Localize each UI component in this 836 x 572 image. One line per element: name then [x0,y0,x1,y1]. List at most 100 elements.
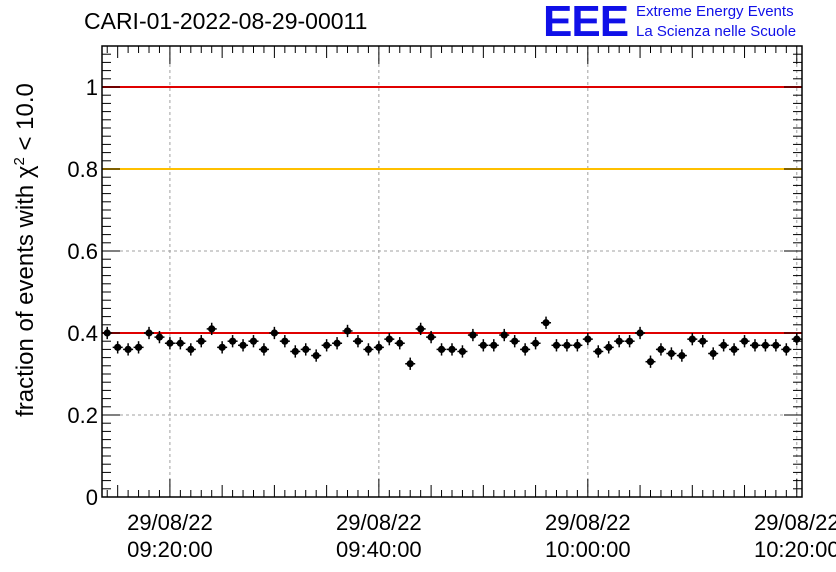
data-point [227,335,238,348]
data-point [791,333,802,346]
marker [239,341,247,349]
data-point [279,335,290,348]
marker [657,345,665,353]
marker [354,337,362,345]
data-point [123,343,134,356]
marker [772,341,780,349]
marker [187,345,195,353]
data-points [102,316,802,370]
x-tick-label-date: 29/08/22 [127,510,213,535]
marker [511,337,519,345]
data-point [238,339,249,352]
data-point [687,333,698,346]
y-axis-ticks: 0 0.2 0.4 0.6 0.8 1 [67,45,802,510]
data-point [645,355,656,368]
data-point [352,335,363,348]
marker [615,337,623,345]
data-point [530,337,541,350]
data-point [593,345,604,358]
marker [145,329,153,337]
data-point [185,343,196,356]
y-tick-label: 0.8 [67,157,98,182]
data-point [739,335,750,348]
data-point [175,337,186,350]
data-point [436,343,447,356]
data-point [582,333,593,346]
data-point [488,339,499,352]
data-point [499,328,510,342]
marker [531,339,540,347]
data-point [196,335,207,348]
marker [490,341,498,349]
data-point [405,357,416,370]
marker [709,349,717,358]
marker [782,345,790,353]
data-point [258,343,269,356]
data-point [770,339,781,352]
data-point [164,337,175,350]
y-tick-label: 0 [86,485,98,510]
data-point [154,330,165,344]
data-point [447,343,457,356]
y-tick-label: 0.6 [67,239,98,264]
marker [563,341,571,349]
data-point [781,343,792,356]
data-point [603,341,614,354]
marker [333,339,341,347]
data-point [269,326,280,340]
data-point [363,343,374,356]
marker [323,341,331,349]
marker [594,347,602,356]
marker [730,345,738,353]
marker [626,337,634,345]
marker [646,358,655,366]
marker [166,339,174,347]
data-point [509,335,520,348]
data-point [112,341,123,354]
data-point [551,339,562,352]
marker [260,345,268,353]
data-point [300,343,311,356]
marker [281,337,289,345]
marker [479,341,487,349]
x-tick-label-date: 29/08/22 [754,510,836,535]
data-point [718,339,729,352]
marker [375,343,383,351]
data-point [729,343,740,356]
data-point [541,316,552,329]
marker [270,329,278,337]
marker [406,360,414,368]
data-point [144,326,155,340]
marker [437,345,446,353]
marker [124,345,132,353]
marker [521,345,529,353]
marker [751,341,759,349]
marker [228,337,237,345]
data-point [217,341,228,354]
data-point [321,339,332,352]
data-point [697,335,708,348]
marker [699,337,707,345]
data-point [342,324,353,338]
marker [573,341,581,349]
logo-line-1: Extreme Energy Events [636,3,794,20]
marker [448,345,456,353]
data-point [332,337,343,350]
marker [197,337,205,345]
data-point [394,337,405,350]
marker [720,341,728,349]
data-point [384,333,395,346]
x-tick-label-time: 10:00:00 [545,537,631,562]
data-point [572,339,583,352]
eee-logo: EEE [543,0,629,46]
data-point [614,335,625,348]
marker [542,319,550,327]
marker [343,327,352,335]
x-tick-label-time: 09:20:00 [127,537,213,562]
data-point [248,335,259,348]
marker [176,339,184,347]
marker [134,343,143,351]
marker [688,335,696,343]
